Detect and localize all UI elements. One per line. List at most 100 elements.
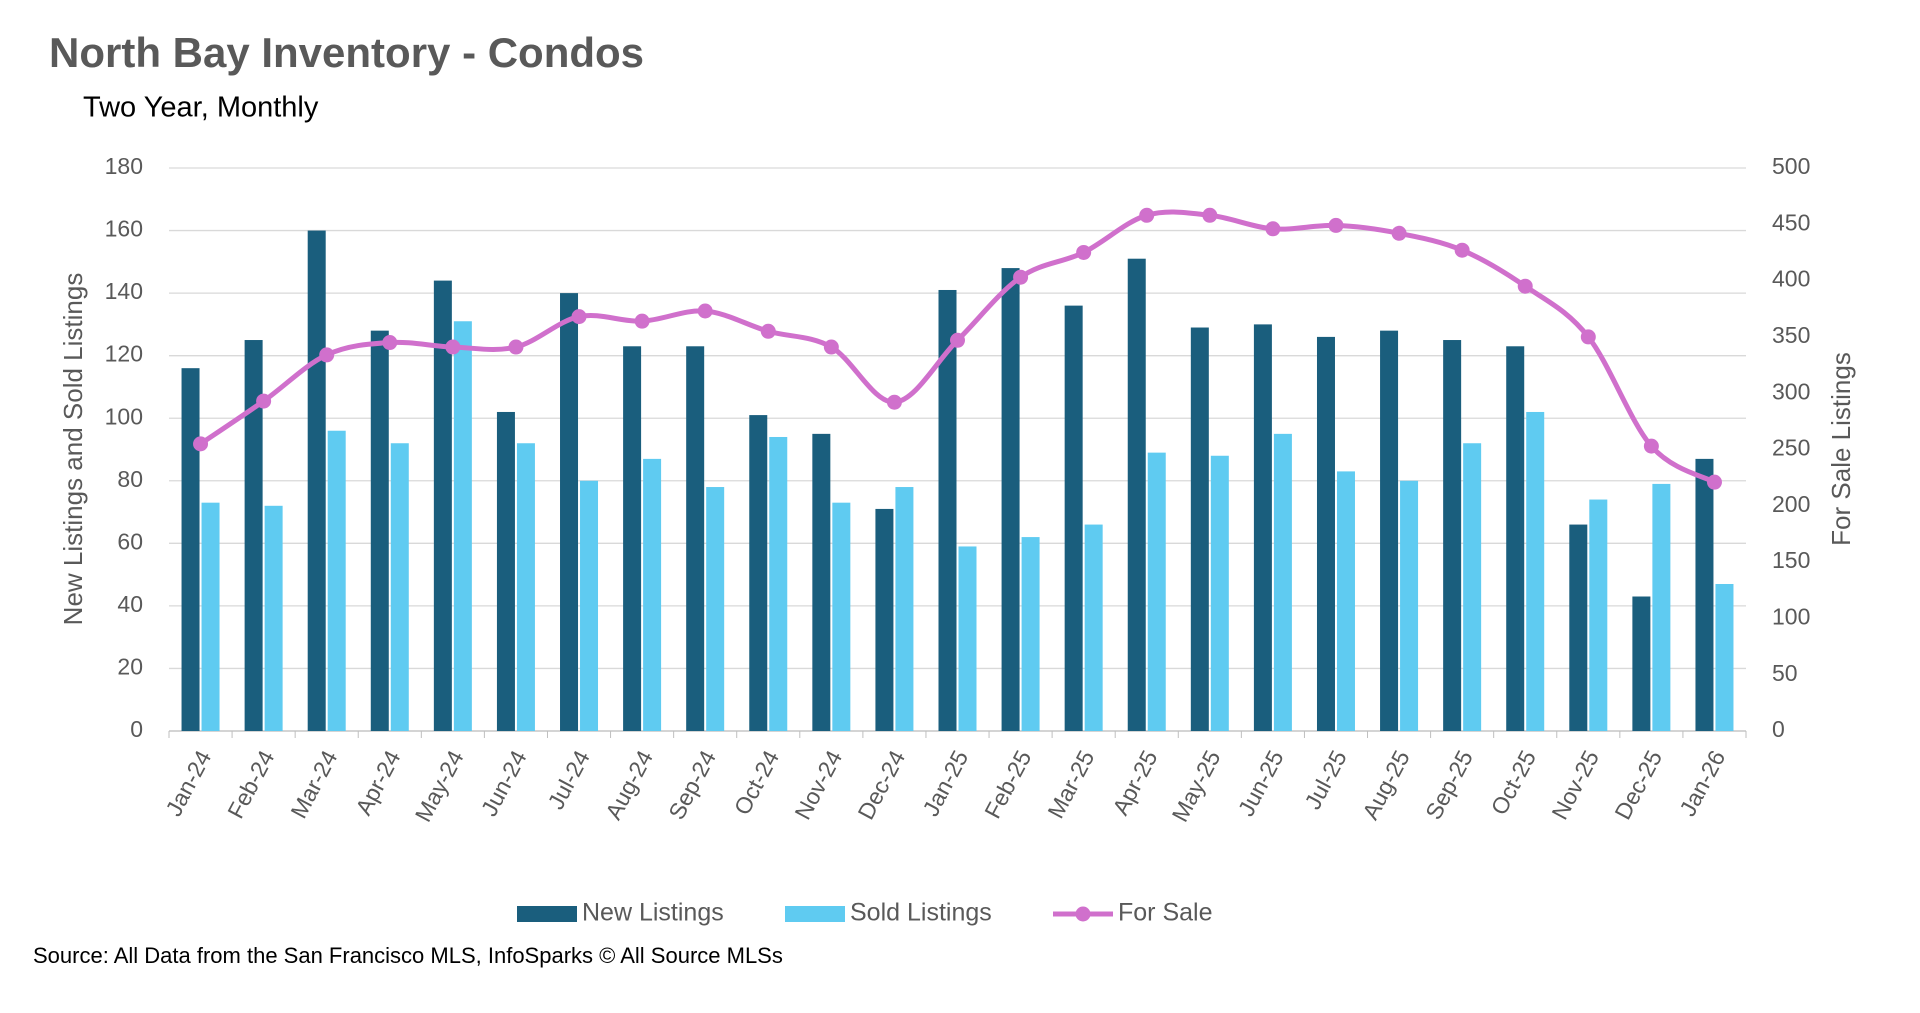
- y-tick-label: 140: [105, 278, 143, 304]
- x-tick-label: Jan-26: [1674, 746, 1730, 820]
- bar: [875, 508, 894, 731]
- y2-tick-label: 150: [1772, 547, 1810, 573]
- bar: [895, 487, 914, 731]
- bar: [958, 546, 977, 731]
- y2-tick-label: 400: [1772, 266, 1810, 292]
- y2-tick-label: 0: [1772, 716, 1785, 742]
- chart-title: North Bay Inventory - Condos: [49, 29, 644, 76]
- bar: [370, 330, 389, 731]
- x-tick-label: Aug-25: [1357, 746, 1415, 824]
- bar: [1380, 330, 1399, 731]
- y2-tick-label: 500: [1772, 153, 1810, 179]
- bar: [769, 436, 788, 731]
- bar: [812, 433, 831, 731]
- legend-swatch: [1075, 906, 1091, 922]
- y-tick-label: 20: [117, 654, 143, 680]
- bar: [307, 230, 326, 732]
- bar: [1021, 537, 1040, 731]
- x-tick-label: Feb-24: [222, 746, 279, 823]
- marker: [634, 313, 650, 329]
- marker: [1391, 225, 1407, 241]
- x-tick-label: Aug-24: [600, 746, 658, 824]
- bar: [1336, 471, 1355, 731]
- bar: [1147, 452, 1166, 731]
- marker: [1454, 242, 1470, 258]
- y2-tick-label: 100: [1772, 603, 1810, 629]
- bar: [1400, 480, 1419, 731]
- y2-tick-label: 300: [1772, 378, 1810, 404]
- marker: [697, 303, 713, 319]
- legend-swatch: [517, 906, 577, 922]
- x-tick-label: May-25: [1167, 746, 1226, 826]
- y-tick-label: 40: [117, 591, 143, 617]
- bar: [1526, 411, 1545, 731]
- x-tick-label: Sep-24: [663, 746, 721, 824]
- y-axis-label: New Listings and Sold Listings: [58, 273, 88, 626]
- bar: [832, 502, 851, 731]
- marker: [1265, 221, 1281, 237]
- y2-tick-label: 200: [1772, 491, 1810, 517]
- x-tick-label: Apr-25: [1107, 746, 1162, 819]
- marker: [1580, 329, 1596, 345]
- bar: [244, 340, 263, 731]
- marker: [950, 332, 965, 348]
- x-tick-label: Jun-24: [476, 746, 532, 820]
- bar: [1210, 455, 1229, 731]
- legend-label: Sold Listings: [850, 899, 992, 927]
- x-tick-label: May-24: [410, 746, 469, 826]
- x-tick-label: Jan-24: [160, 746, 216, 820]
- bar: [327, 430, 346, 731]
- x-tick-label: Jan-25: [917, 746, 973, 820]
- marker: [256, 393, 272, 409]
- marker: [445, 339, 461, 355]
- y-tick-label: 160: [105, 216, 143, 242]
- bar: [496, 411, 515, 731]
- bar: [1064, 305, 1083, 731]
- marker: [1139, 207, 1155, 223]
- bar: [1589, 499, 1608, 731]
- x-tick-label: Apr-24: [350, 746, 405, 819]
- bar: [623, 346, 642, 731]
- x-tick-label: Jun-25: [1233, 746, 1289, 820]
- y-tick-label: 0: [130, 716, 143, 742]
- x-tick-label: Oct-25: [1486, 746, 1541, 819]
- bar: [264, 505, 283, 731]
- bar: [1001, 268, 1020, 731]
- marker: [1013, 269, 1029, 285]
- marker: [1202, 207, 1218, 223]
- y2-tick-label: 250: [1772, 435, 1810, 461]
- bar: [1715, 583, 1734, 731]
- bar: [1569, 524, 1588, 731]
- x-tick-label: Dec-25: [1609, 746, 1667, 824]
- y2-axis-label: For Sale Listings: [1826, 352, 1856, 546]
- x-tick-label: Feb-25: [979, 746, 1036, 823]
- marker: [508, 339, 524, 355]
- y-tick-label: 120: [105, 341, 143, 367]
- y2-tick-label: 350: [1772, 322, 1810, 348]
- bar: [1695, 458, 1714, 731]
- bar: [749, 415, 768, 731]
- marker: [1517, 278, 1533, 294]
- y-tick-label: 100: [105, 403, 143, 429]
- x-tick-label: Dec-24: [852, 746, 910, 824]
- bar: [938, 289, 957, 731]
- y-tick-label: 60: [117, 528, 143, 554]
- marker: [319, 347, 335, 363]
- bar: [516, 443, 535, 731]
- bar: [1632, 596, 1651, 731]
- x-tick-label: Mar-24: [285, 746, 342, 823]
- bar: [201, 502, 220, 731]
- marker: [823, 339, 839, 355]
- x-tick-label: Oct-24: [729, 746, 784, 819]
- legend-label: New Listings: [582, 899, 724, 927]
- chart-subtitle: Two Year, Monthly: [83, 92, 319, 124]
- marker: [571, 309, 587, 325]
- bar: [1463, 443, 1482, 731]
- bar: [643, 458, 662, 731]
- bar: [1084, 524, 1103, 731]
- x-tick-label: Sep-25: [1420, 746, 1478, 824]
- source-note: Source: All Data from the San Francisco …: [33, 943, 783, 968]
- bar: [1127, 258, 1146, 731]
- marker: [382, 335, 398, 351]
